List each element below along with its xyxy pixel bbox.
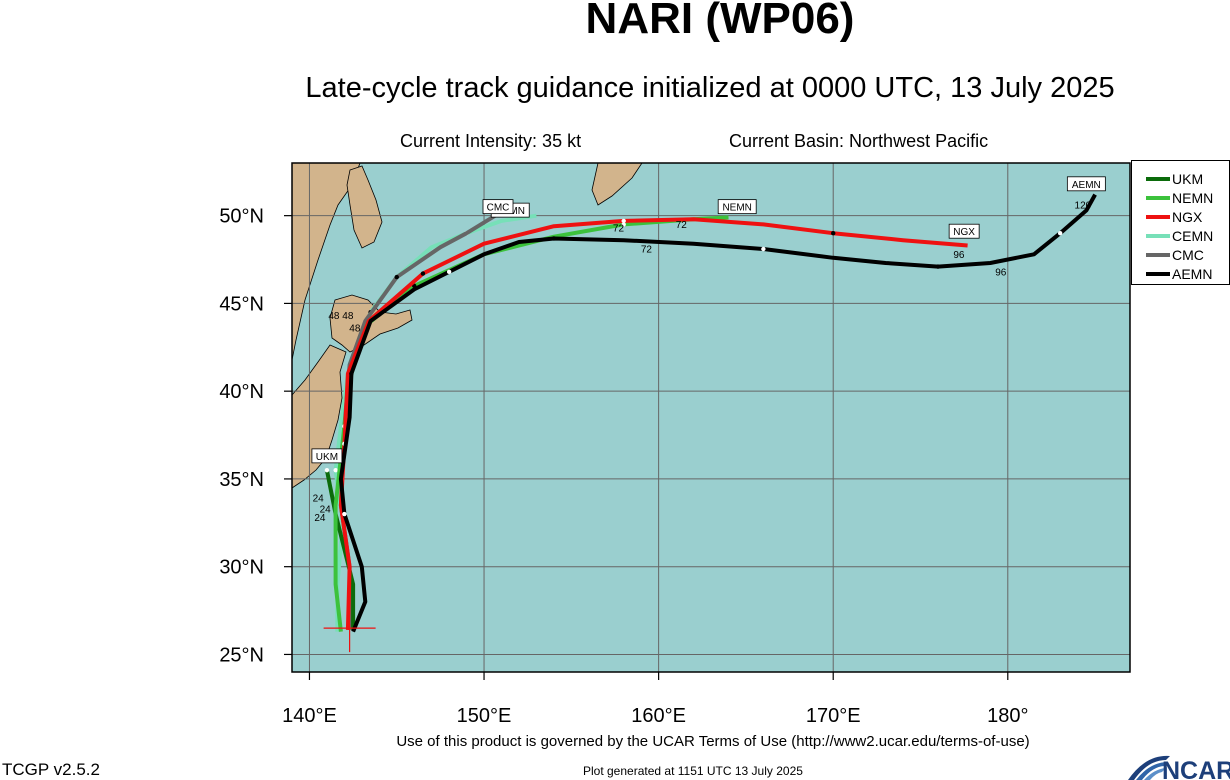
lat-tick-label: 25°N <box>219 644 264 666</box>
forecast-hour-label: 72 <box>641 245 653 256</box>
model-label-aemn: AEMN <box>1066 176 1106 192</box>
lon-tick-label: 160°E <box>631 705 686 727</box>
track-point <box>324 467 330 473</box>
axis-ticks: 140°E 150°E 160°E 170°E 180° 25°N 30°N 35°N 40°N… <box>219 206 1028 727</box>
page-title: NARI (WP06) <box>585 0 855 43</box>
land-sakhalin <box>346 165 383 249</box>
current-position-marker <box>323 624 376 653</box>
track-point <box>342 511 347 517</box>
forecast-tracks <box>324 193 1097 633</box>
terms-of-use: Use of this product is governed by the U… <box>396 733 1030 750</box>
legend-label: CEMN <box>1172 228 1214 244</box>
generated-timestamp: Plot generated at 1151 UTC 13 July 2025 <box>583 764 803 778</box>
forecast-hour-label: 24 <box>320 504 332 515</box>
track-ukm <box>324 469 356 630</box>
forecast-hour-label: 120 <box>1075 201 1092 212</box>
svg-text:AEMN: AEMN <box>1072 180 1101 191</box>
forecast-hour-label: 96 <box>953 250 965 261</box>
legend: UKM NEMN NGX CEMN CMC AEMN <box>1131 160 1230 285</box>
current-basin: Current Basin: Northwest Pacific <box>729 131 989 151</box>
map-frame <box>291 162 1131 673</box>
model-end-labels: CEMNCMCUKMNEMNNGXAEMN <box>311 176 1106 464</box>
track-point <box>1057 231 1063 236</box>
track-point <box>394 274 399 280</box>
legend-item-ngx: NGX <box>1146 207 1202 227</box>
legend-swatch <box>1146 177 1170 181</box>
legend-item-ukm: UKM <box>1146 169 1203 189</box>
legend-swatch <box>1146 272 1170 276</box>
track-point <box>935 264 941 269</box>
track-point <box>621 222 626 227</box>
lat-tick-label: 50°N <box>219 206 264 228</box>
forecast-hour-label: 48 <box>342 311 354 322</box>
lon-tick-label: 180° <box>987 705 1028 727</box>
forecast-hour-label: 48 <box>328 311 340 322</box>
ncar-logo: NCAR <box>1128 755 1230 780</box>
legend-swatch <box>1146 234 1170 238</box>
track-point <box>446 269 452 275</box>
forecast-hour-label: 72 <box>676 220 688 231</box>
legend-item-cemn: CEMN <box>1146 226 1213 246</box>
version-label: TCGP v2.5.2 <box>2 760 100 779</box>
forecast-hour-label: 48 <box>349 323 361 334</box>
lon-tick-label: 140°E <box>282 705 337 727</box>
model-label-ukm: UKM <box>311 448 343 464</box>
legend-label: CMC <box>1172 247 1204 263</box>
track-point <box>831 231 836 236</box>
track-point <box>551 236 557 241</box>
track-point <box>621 218 626 224</box>
lon-tick-label: 150°E <box>457 705 512 727</box>
legend-item-nemn: NEMN <box>1146 188 1213 208</box>
lon-tick-label: 170°E <box>806 705 861 727</box>
lat-tick-label: 30°N <box>219 557 264 579</box>
legend-label: NEMN <box>1172 190 1214 206</box>
legend-label: AEMN <box>1172 266 1213 282</box>
ocean-background <box>292 163 1130 672</box>
svg-text:CMC: CMC <box>487 203 510 214</box>
land-kamchatka <box>591 163 643 206</box>
ncar-logo-text: NCAR <box>1162 757 1230 780</box>
track-point <box>333 467 338 473</box>
forecast-hour-label: 24 <box>314 513 326 524</box>
model-label-cmc: CMC <box>482 199 514 215</box>
track-point <box>420 271 426 276</box>
svg-text:NEMN: NEMN <box>722 203 751 214</box>
page-subtitle: Late-cycle track guidance initialized at… <box>305 72 1115 104</box>
svg-text:NGX: NGX <box>953 227 975 238</box>
model-label-ngx: NGX <box>948 223 980 239</box>
track-point <box>349 371 354 376</box>
current-intensity: Current Intensity: 35 kt <box>400 131 582 151</box>
track-aemn <box>338 193 1097 633</box>
gridlines <box>292 163 1130 672</box>
lat-tick-label: 35°N <box>219 469 264 491</box>
lat-tick-label: 45°N <box>219 293 264 315</box>
legend-swatch <box>1146 196 1170 200</box>
track-point <box>761 246 766 252</box>
lat-tick-label: 40°N <box>219 381 264 403</box>
forecast-hour-label: 72 <box>613 223 625 234</box>
forecast-hour-label: 96 <box>995 267 1007 278</box>
legend-swatch <box>1146 215 1170 219</box>
svg-text:UKM: UKM <box>316 452 338 463</box>
legend-item-cmc: CMC <box>1146 245 1204 265</box>
legend-label: NGX <box>1172 209 1203 225</box>
model-label-nemn: NEMN <box>717 199 757 215</box>
legend-item-aemn: AEMN <box>1146 264 1212 284</box>
legend-label: UKM <box>1172 171 1204 187</box>
forecast-hour-label: 24 <box>313 494 325 505</box>
land-honshu <box>292 344 347 489</box>
legend-swatch <box>1146 253 1170 257</box>
